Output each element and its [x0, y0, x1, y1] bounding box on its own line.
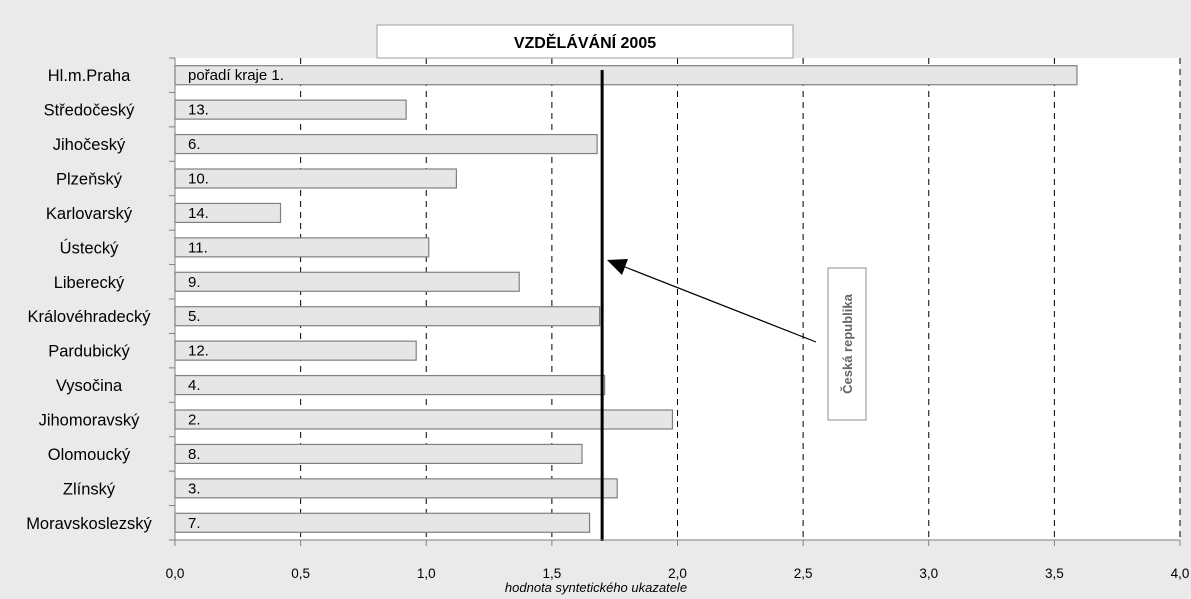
category-label: Hl.m.Praha: [48, 67, 131, 85]
category-label: Zlínský: [63, 480, 116, 498]
x-tick-label: 2,0: [668, 566, 687, 581]
bar-label: 8.: [188, 446, 201, 463]
category-label: Jihočeský: [53, 136, 126, 154]
annotation-text: Česká republika: [840, 293, 855, 393]
chart-title: VZDĚLÁVÁNÍ 2005: [514, 33, 656, 52]
x-tick-label: 0,5: [291, 566, 310, 581]
bar-label: 6.: [188, 136, 201, 153]
category-label: Olomoucký: [48, 446, 131, 464]
annotation-arrow-head: [607, 259, 628, 275]
title-box: [376, 24, 794, 59]
category-label: Středočeský: [44, 102, 136, 120]
bar-label: pořadí kraje 1.: [188, 67, 284, 84]
labels: pořadí kraje 1. Hl.m.Praha 13. Středočeský 6…: [26, 67, 1189, 581]
annotation: Česká republika: [607, 259, 867, 421]
category-label: Plzeňský: [56, 171, 123, 189]
bar-label: 9.: [188, 274, 201, 291]
category-label: Vysočina: [56, 377, 123, 395]
x-tick-label: 1,0: [417, 566, 436, 581]
bar: [174, 443, 583, 465]
bar-label: 10.: [188, 171, 209, 188]
x-axis-label: hodnota syntetického ukazatele: [505, 580, 687, 595]
bar-label: 11.: [188, 239, 208, 256]
x-tick-label: 3,5: [1045, 566, 1064, 581]
bar: [174, 237, 430, 258]
x-tick-label: 3,0: [919, 566, 938, 581]
bar: [174, 65, 1078, 86]
x-tick-label: 1,5: [542, 566, 561, 581]
bar-label: 3.: [188, 480, 201, 497]
category-label: Královéhradecký: [28, 308, 152, 326]
category-label: Moravskoslezský: [26, 515, 152, 533]
bar-label: 14.: [188, 205, 209, 222]
bar: [174, 168, 457, 189]
bar-label: 4.: [188, 377, 201, 394]
bar-label: 2.: [188, 412, 201, 429]
bar-label: 13.: [188, 102, 209, 119]
category-label: Liberecký: [54, 274, 125, 292]
bar-label: 7.: [188, 515, 201, 532]
x-tick-label: 4,0: [1171, 566, 1190, 581]
axes: [169, 57, 1181, 546]
category-label: Karlovarský: [46, 205, 133, 223]
bar: [174, 271, 520, 292]
category-label: Pardubický: [48, 343, 130, 361]
bar: [174, 133, 598, 155]
bar: [174, 478, 618, 499]
bar: [174, 340, 417, 361]
bar: [174, 306, 601, 327]
bar: [174, 512, 591, 533]
bar: [174, 374, 606, 396]
x-tick-label: 2,5: [794, 566, 813, 581]
annotation-box: [827, 267, 867, 421]
bars: [174, 65, 1078, 533]
x-tick-label: 0,0: [166, 566, 185, 581]
bar: [174, 409, 674, 430]
bar: [174, 99, 407, 120]
bar-label: 12.: [188, 343, 209, 360]
category-label: Ústecký: [60, 238, 119, 257]
bar-label: 5.: [188, 308, 201, 325]
annotation-arrow-line: [624, 266, 817, 343]
category-label: Jihomoravský: [39, 412, 141, 430]
